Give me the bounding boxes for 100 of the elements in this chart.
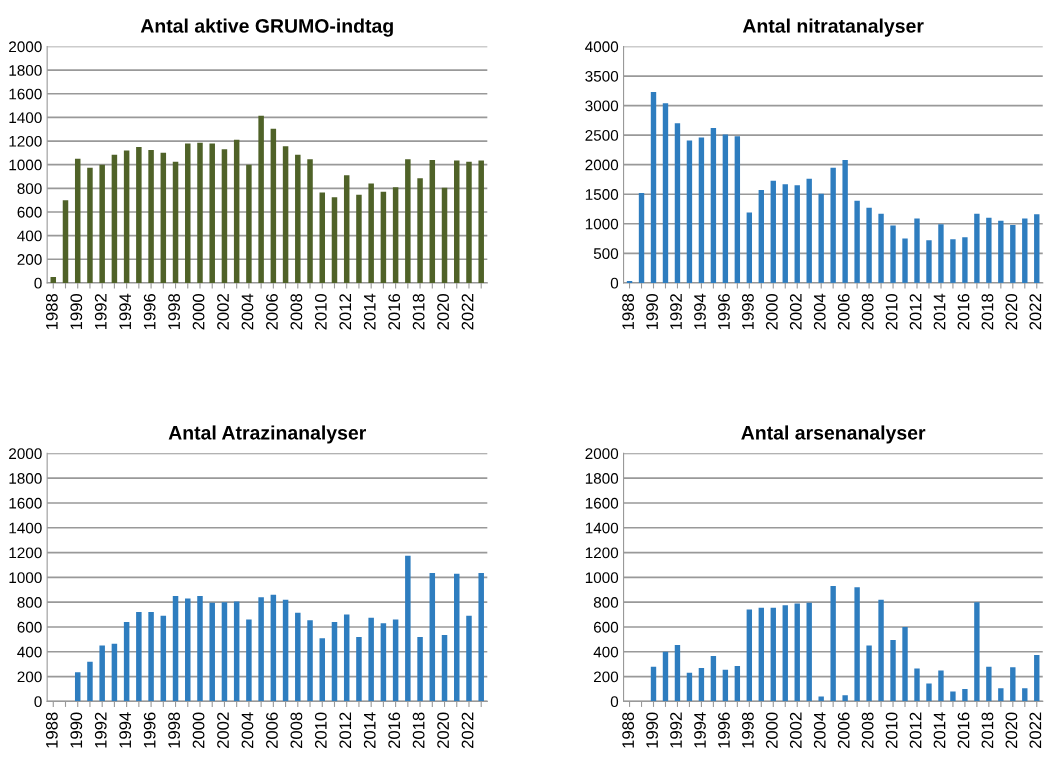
- x-tick-label: 2002: [217, 712, 229, 749]
- bar: [698, 137, 705, 283]
- bar: [962, 688, 968, 702]
- x-tick-label: 2022: [1029, 294, 1042, 330]
- x-tick-label: 2016: [388, 294, 401, 330]
- bar: [197, 142, 203, 283]
- bar: [246, 619, 252, 702]
- x-tick-label: 2020: [1005, 293, 1018, 330]
- bar: [99, 164, 105, 283]
- x-tick-label: 2014: [933, 712, 946, 749]
- x-tick-label: 1988: [45, 712, 58, 748]
- x-tick-label: 1988: [622, 712, 635, 748]
- bar: [148, 612, 154, 702]
- bar: [686, 140, 693, 283]
- bar: [662, 651, 669, 702]
- bar: [926, 240, 932, 283]
- bar: [319, 192, 326, 283]
- y-tick-label: 3000: [585, 100, 619, 112]
- bar: [87, 167, 93, 283]
- x-tick-label: 1990: [646, 293, 658, 330]
- y-tick-label: 0: [34, 277, 42, 289]
- bar: [343, 614, 350, 702]
- x-tick-label: 1996: [718, 712, 730, 748]
- x-tick-label: 1998: [168, 294, 181, 330]
- bar: [818, 193, 824, 283]
- x-tick-label: 2010: [885, 712, 898, 749]
- bar: [722, 134, 729, 283]
- bar: [136, 146, 142, 283]
- bar: [87, 661, 93, 702]
- x-tick-label: 2008: [861, 712, 874, 749]
- bar: [938, 670, 944, 702]
- x-tick-label: 2006: [266, 712, 278, 749]
- y-tick-label: 1400: [9, 522, 42, 534]
- x-tick-label: 2014: [933, 293, 946, 330]
- x-tick-label: 2012: [909, 712, 922, 749]
- bar: [638, 193, 645, 283]
- bar: [650, 666, 657, 702]
- y-tick-label: 0: [610, 277, 619, 289]
- y-tick-label: 1200: [585, 547, 619, 559]
- bar: [890, 640, 896, 702]
- x-tick-label: 2000: [765, 293, 778, 330]
- bar: [478, 160, 484, 283]
- bar: [123, 150, 130, 283]
- y-tick-label: 1000: [9, 159, 42, 171]
- x-tick-label: 2008: [290, 294, 303, 330]
- x-tick-label: 2010: [314, 293, 327, 330]
- bar: [270, 594, 277, 702]
- bar: [295, 612, 301, 702]
- bar: [998, 688, 1004, 702]
- chart-title: Antal Atrazinanalyser: [168, 425, 366, 444]
- bar: [111, 643, 118, 702]
- bar: [914, 218, 920, 283]
- x-tick-label: 1996: [143, 294, 156, 330]
- x-tick-label: 2002: [789, 294, 802, 330]
- bar: [197, 595, 203, 702]
- x-tick-label: 2016: [957, 712, 970, 749]
- bar: [950, 239, 956, 283]
- y-tick-label: 1200: [9, 547, 42, 559]
- bar: [902, 626, 908, 702]
- y-tick-label: 1000: [585, 218, 619, 230]
- bar: [466, 161, 472, 283]
- bar: [710, 128, 717, 283]
- x-tick-label: 1990: [646, 712, 658, 748]
- bar: [454, 160, 460, 283]
- x-tick-label: 2016: [957, 294, 970, 330]
- bar: [405, 555, 411, 702]
- bar: [209, 602, 215, 702]
- x-tick-label: 2022: [461, 294, 474, 330]
- x-tick-label: 2012: [339, 712, 352, 749]
- bar: [842, 159, 848, 283]
- x-tick-label: 2004: [813, 293, 826, 330]
- bar: [172, 595, 179, 702]
- x-tick-label: 2004: [813, 712, 826, 749]
- x-tick-label: 2006: [837, 712, 850, 749]
- x-tick-label: 2014: [363, 293, 376, 330]
- bar: [830, 167, 836, 283]
- x-tick-label: 2004: [241, 293, 254, 330]
- x-tick-label: 2018: [412, 712, 425, 749]
- x-tick-label: 1998: [741, 712, 754, 748]
- bar: [998, 220, 1004, 283]
- bar: [246, 164, 252, 283]
- x-tick-label: 2020: [1005, 712, 1018, 749]
- bar: [417, 178, 423, 283]
- x-tick-label: 1994: [694, 293, 706, 330]
- bar: [878, 213, 884, 283]
- bar: [818, 696, 824, 702]
- bar: [380, 623, 387, 702]
- bar: [974, 213, 980, 283]
- bar: [356, 636, 362, 702]
- y-tick-label: 200: [17, 671, 42, 683]
- bar: [854, 200, 860, 283]
- y-tick-label: 800: [17, 183, 42, 195]
- bar: [746, 212, 753, 283]
- x-tick-label: 1994: [694, 712, 706, 748]
- x-tick-label: 2002: [217, 294, 229, 330]
- bar: [331, 197, 338, 283]
- x-tick-label: 1988: [622, 294, 635, 330]
- bar: [441, 635, 448, 702]
- chart-title: Antal nitratanalyser: [742, 18, 924, 37]
- bar: [307, 620, 313, 702]
